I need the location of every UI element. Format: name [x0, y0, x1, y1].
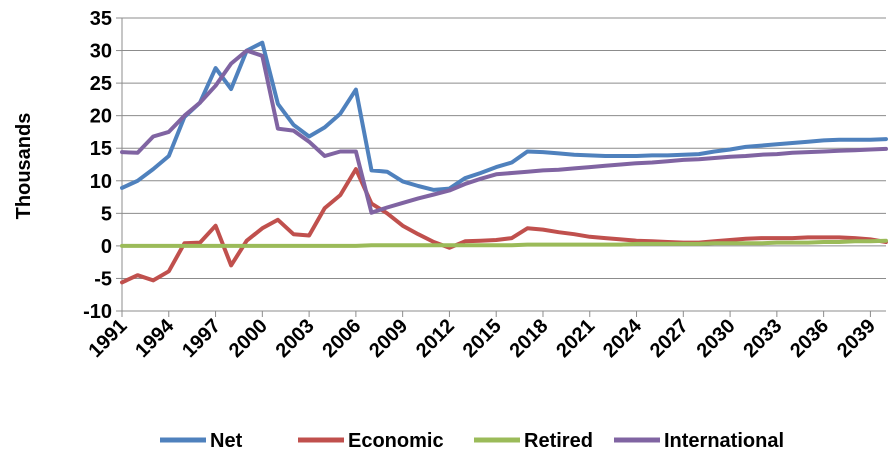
legend-label: Economic	[348, 430, 444, 452]
legend-label: Retired	[524, 430, 593, 452]
y-tick-label: 10	[90, 171, 112, 193]
series-line-net	[120, 40, 888, 192]
x-tick-label: 2009	[365, 315, 412, 362]
legend: Net Economic Retired International	[160, 430, 784, 452]
series-line-retired	[120, 238, 888, 248]
y-tick-label: 5	[101, 203, 112, 225]
x-tick-label: 2036	[786, 315, 833, 362]
x-tick-label: 2006	[318, 315, 365, 362]
x-tick-label: 1997	[178, 315, 225, 362]
legend-item-retired: Retired	[474, 430, 593, 452]
series-line-international	[120, 48, 888, 215]
y-axis-label: Thousands	[13, 113, 35, 220]
legend-label: International	[664, 430, 784, 452]
x-tick-label: 2012	[412, 315, 459, 362]
y-tick-label: 35	[90, 8, 112, 30]
x-tick-label: 2027	[646, 315, 693, 362]
y-tick-label: 30	[90, 41, 112, 63]
legend-label: Net	[210, 430, 243, 452]
y-tick-label: 20	[90, 106, 112, 128]
y-tick-label: 0	[101, 236, 112, 258]
series-line-economic	[120, 167, 888, 285]
y-axis-ticks: -10 -5 0 5 10 15 20 25 30 35	[83, 8, 122, 323]
plot-area	[120, 40, 888, 285]
x-tick-label: 2039	[833, 315, 880, 362]
x-tick-label: 2024	[599, 314, 647, 362]
x-axis-ticks: 1991 1994 1997 2000 2003 2006 2009 2012 2015 2018…	[85, 311, 880, 362]
x-tick-label: 2033	[739, 315, 786, 362]
x-tick-label: 2003	[272, 315, 319, 362]
x-tick-label: 2015	[459, 315, 506, 362]
x-tick-label: 2021	[552, 315, 599, 362]
y-tick-label: 15	[90, 138, 112, 160]
y-tick-label: -10	[83, 301, 112, 323]
x-tick-label: 1994	[131, 314, 179, 362]
y-tick-label: -5	[94, 268, 112, 290]
x-tick-label: 2030	[693, 315, 740, 362]
legend-item-economic: Economic	[298, 430, 444, 452]
legend-item-international: International	[614, 430, 784, 452]
legend-item-net: Net	[160, 430, 243, 452]
y-tick-label: 25	[90, 73, 112, 95]
x-tick-label: 2000	[225, 315, 272, 362]
x-tick-label: 2018	[505, 315, 552, 362]
